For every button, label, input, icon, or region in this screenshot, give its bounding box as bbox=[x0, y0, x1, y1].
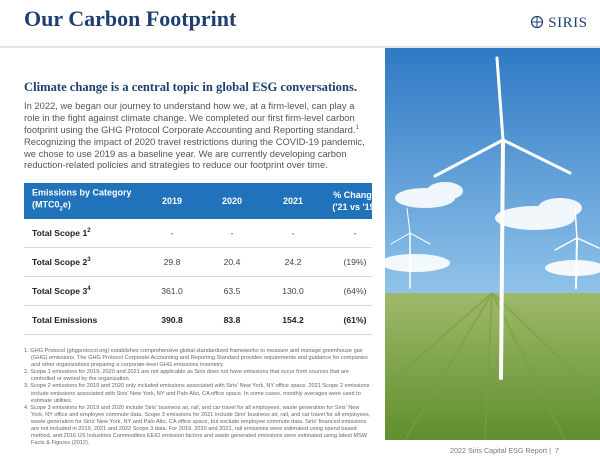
page-number: 7 bbox=[554, 446, 559, 455]
table-header: Emissions by Category (MTC02e) 2019 2020 20… bbox=[24, 183, 378, 219]
table-row: Total Scope 34 361.0 63.5 130.0 (64%) bbox=[24, 277, 372, 306]
header-cell: % Change ('21 vs '19) bbox=[320, 189, 390, 213]
label-text: Total Scope 3 bbox=[32, 286, 88, 296]
text: Recognizing the impact of 2020 travel re… bbox=[24, 135, 365, 171]
cell-value: - bbox=[353, 228, 357, 238]
table-row: Total Scope 23 29.8 20.4 24.2 (19%) bbox=[24, 248, 372, 277]
footnote-ref: 3 bbox=[87, 257, 91, 264]
cell-value: (19%) bbox=[343, 257, 367, 267]
cell-value: - bbox=[230, 228, 234, 238]
row-label: Total Scope 12 bbox=[32, 228, 91, 238]
label-text: Total Emissions bbox=[32, 315, 98, 325]
footnote: 1. GHG Protocol (ghgprotocol.org) establ… bbox=[24, 348, 368, 369]
footnote-ref: 2 bbox=[87, 228, 91, 235]
footnote-ref: 4 bbox=[87, 286, 91, 293]
wind-turbine-photo bbox=[385, 48, 600, 440]
subtitle: Climate change is a central topic in glo… bbox=[24, 80, 358, 94]
footer: 2022 Siris Capital ESG Report | 7 bbox=[450, 446, 559, 455]
footnote: 4. Scope 3 emissions for 2019 and 2020 i… bbox=[24, 404, 371, 447]
footnote-ref: 1 bbox=[355, 125, 359, 132]
cell-value: - bbox=[291, 228, 295, 238]
report-name: 2022 Siris Capital ESG Report bbox=[450, 446, 548, 455]
cell-value: (61%) bbox=[343, 315, 367, 325]
table-row: Total Scope 12 - - - - bbox=[24, 219, 372, 248]
cell-value: 63.5 bbox=[223, 286, 241, 296]
page-title: Our Carbon Footprint bbox=[24, 6, 237, 31]
footnotes: 1. GHG Protocol (ghgprotocol.org) establ… bbox=[24, 348, 372, 447]
intro-paragraph: In 2022, we began our journey to underst… bbox=[24, 100, 372, 171]
header-text: e) bbox=[62, 199, 71, 210]
header-cell: 2019 bbox=[161, 196, 183, 206]
row-label: Total Scope 23 bbox=[32, 257, 91, 267]
separator: | bbox=[549, 446, 551, 455]
cell-value: 83.8 bbox=[223, 315, 241, 325]
cell-value: - bbox=[170, 228, 174, 238]
row-label: Total Scope 34 bbox=[32, 286, 91, 296]
divider bbox=[0, 46, 600, 48]
footnote: 2. Scope 1 emissions for 2019, 2020 and … bbox=[24, 369, 349, 383]
header-text: % Change bbox=[333, 190, 377, 200]
cell-value: 390.8 bbox=[161, 315, 183, 325]
cell-value: 29.8 bbox=[163, 257, 181, 267]
logo: SIRIS bbox=[530, 15, 587, 32]
cell-value: 24.2 bbox=[284, 257, 302, 267]
label-text: Total Scope 2 bbox=[32, 257, 88, 267]
cell-value: (64%) bbox=[343, 286, 367, 296]
header-text: Emissions by Category (MTC0 bbox=[32, 187, 132, 210]
row-label: Total Emissions bbox=[32, 315, 97, 325]
header-cell: 2020 bbox=[221, 196, 243, 206]
logo-text: SIRIS bbox=[548, 15, 588, 31]
text: In 2022, we began our journey to underst… bbox=[24, 100, 356, 136]
table-row: Total Emissions 390.8 83.8 154.2 (61%) bbox=[24, 306, 372, 335]
subscript: 2 bbox=[59, 206, 63, 213]
header-text: ('21 vs '19) bbox=[332, 202, 378, 212]
header-cell: Emissions by Category (MTC02e) bbox=[32, 187, 142, 216]
emissions-table: Emissions by Category (MTC02e) 2019 2020 20… bbox=[24, 183, 378, 335]
cell-value: 361.0 bbox=[161, 286, 183, 296]
header-cell: 2021 bbox=[282, 196, 304, 206]
label-text: Total Scope 1 bbox=[32, 228, 88, 238]
footnote: 3. Scope 2 emissions for 2019 and 2020 o… bbox=[24, 383, 370, 404]
cell-value: 130.0 bbox=[282, 286, 304, 296]
cell-value: 154.2 bbox=[282, 315, 304, 325]
logo-icon bbox=[530, 15, 544, 29]
cell-value: 20.4 bbox=[223, 257, 241, 267]
